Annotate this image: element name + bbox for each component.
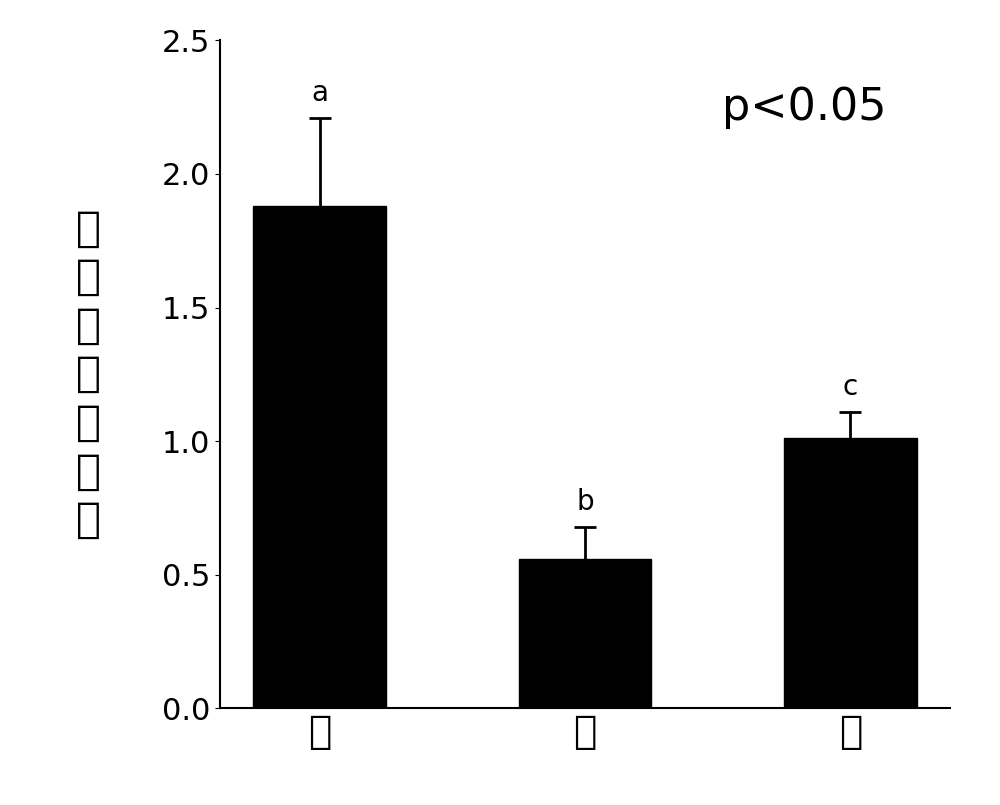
Bar (519, 559, 651, 708)
Text: a: a (311, 79, 328, 107)
Text: c: c (843, 373, 858, 401)
Text: b: b (576, 488, 594, 516)
Text: 基
因
相
对
表
达
量: 基 因 相 对 表 达 量 (76, 208, 101, 541)
Bar (253, 206, 386, 708)
Bar (784, 439, 917, 708)
Text: p<0.05: p<0.05 (722, 85, 886, 129)
